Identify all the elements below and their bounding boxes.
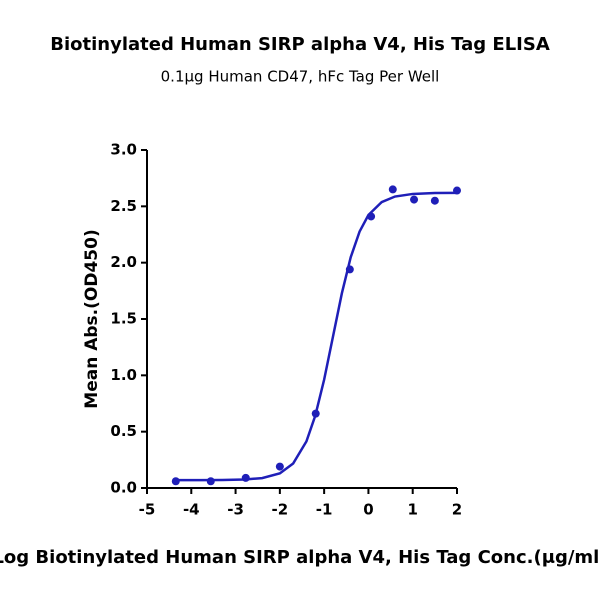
- x-tick-label: -1: [316, 501, 333, 519]
- data-point: [410, 195, 419, 204]
- x-axis-label: Log Biotinylated Human SIRP alpha V4, Hi…: [0, 547, 600, 568]
- x-tick-label: 1: [407, 501, 417, 519]
- y-tick-label: 1.0: [110, 366, 137, 384]
- y-tick-label: 1.5: [110, 310, 137, 328]
- y-tick-label: 0.5: [110, 422, 137, 440]
- x-tick-label: -3: [227, 501, 244, 519]
- x-tick-label: 0: [363, 501, 373, 519]
- x-tick-label: -4: [183, 501, 200, 519]
- data-point: [430, 196, 439, 205]
- data-point: [171, 477, 180, 486]
- data-point: [275, 462, 284, 471]
- fit-curve: [178, 191, 458, 482]
- y-tick-label: 2.5: [110, 197, 137, 215]
- chart-title: Biotinylated Human SIRP alpha V4, His Ta…: [50, 34, 550, 55]
- chart-subtitle: 0.1μg Human CD47, hFc Tag Per Well: [161, 68, 440, 86]
- y-tick-label: 3.0: [110, 141, 137, 159]
- y-axis-label: Mean Abs.(OD450): [82, 229, 102, 408]
- y-tick-label: 2.0: [110, 253, 137, 271]
- x-tick-label: -5: [139, 501, 156, 519]
- x-tick-label: -2: [272, 501, 289, 519]
- x-tick-label: 2: [452, 501, 462, 519]
- data-point: [388, 185, 397, 194]
- y-tick-label: 0.0: [110, 479, 137, 497]
